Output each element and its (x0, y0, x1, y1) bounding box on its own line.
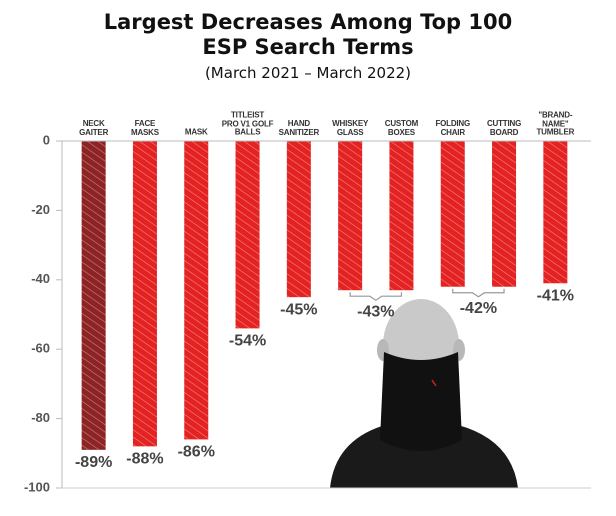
y-tick-label: -100 (24, 479, 50, 494)
x-tick-label: "BRAND- NAME" TUMBLER (536, 110, 575, 137)
bar-hatch (440, 141, 465, 287)
bar-hatch (286, 141, 311, 298)
chart-title: Largest Decreases Among Top 100 ESP Sear… (103, 10, 513, 59)
y-tick-label: -60 (31, 341, 50, 356)
group-bracket (349, 292, 403, 301)
x-tick-label: CUSTOM BOXES (384, 119, 419, 137)
bar-hatch (389, 141, 414, 291)
bar-hatch (338, 141, 363, 291)
bar-hatch (184, 141, 209, 440)
value-label: -42% (460, 300, 497, 317)
model-illustration (330, 299, 518, 488)
y-tick-label: -20 (31, 202, 50, 217)
value-label: -41% (537, 287, 574, 304)
bar-hatch (132, 141, 157, 447)
value-label: -54% (229, 333, 266, 350)
y-tick-label: -80 (31, 410, 50, 425)
y-tick-label: -40 (31, 271, 50, 286)
x-tick-label: FACE MASKS (130, 119, 159, 137)
value-label: -43% (357, 303, 394, 320)
bar-hatch (81, 141, 106, 450)
x-tick-label: FOLDING CHAIR (435, 119, 471, 137)
x-tick-label: TITLEIST PRO V1 GOLF BALLS (221, 110, 274, 137)
x-tick-label: MASK (184, 127, 208, 137)
x-tick-label: CUTTING BOARD (486, 119, 522, 137)
bar-hatch (235, 141, 260, 329)
chart-subtitle: (March 2021 – March 2022) (204, 64, 412, 82)
group-bracket (452, 288, 505, 298)
y-tick-label: 0 (43, 132, 50, 147)
value-label: -45% (280, 301, 317, 318)
value-label: -86% (178, 444, 215, 461)
bar-hatch (543, 141, 568, 284)
value-label: -89% (75, 454, 112, 471)
value-label: -88% (126, 451, 163, 468)
x-tick-label: NECK GAITER (79, 119, 109, 137)
x-tick-label: HAND SANITIZER (278, 119, 320, 137)
x-tick-label: WHISKEY GLASS (332, 119, 369, 137)
bar-hatch (492, 141, 517, 287)
